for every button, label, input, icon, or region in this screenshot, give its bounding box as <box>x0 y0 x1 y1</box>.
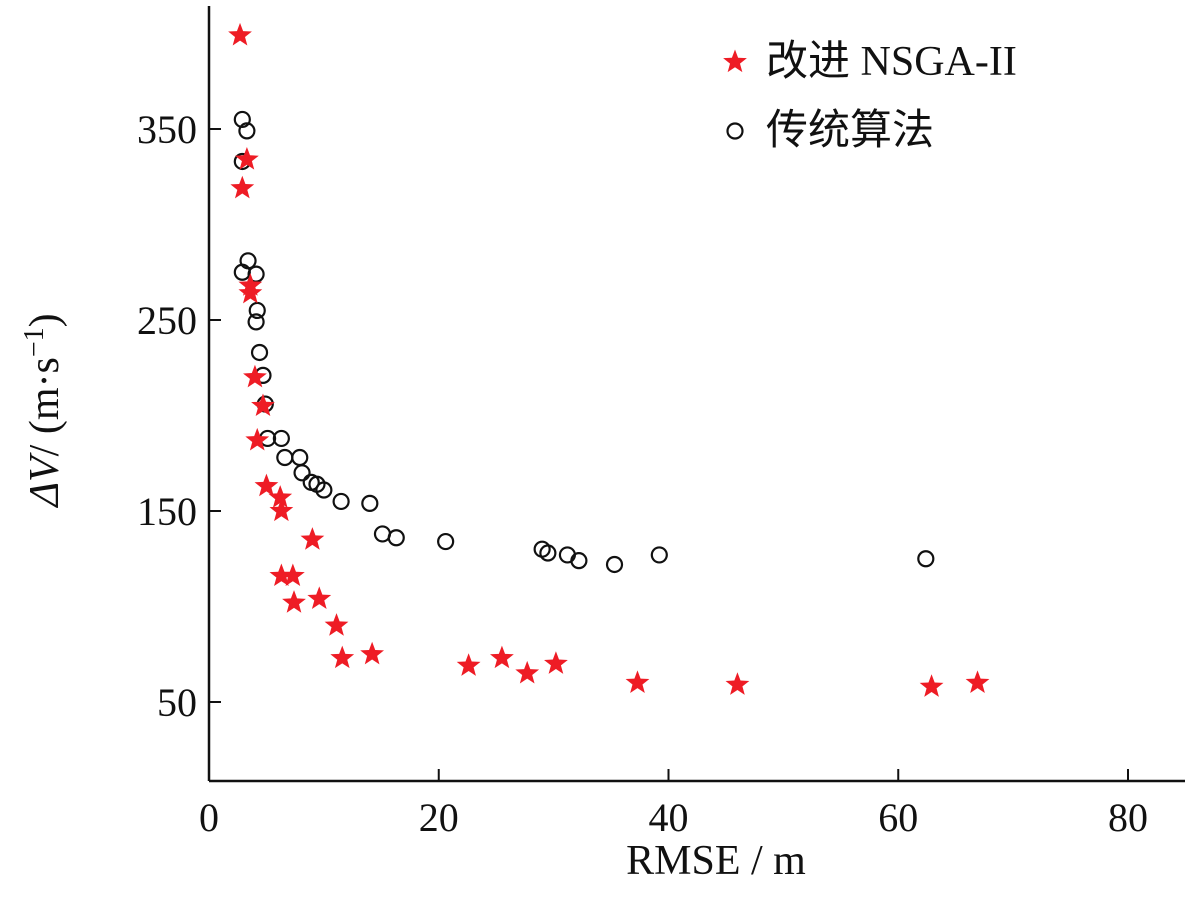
circle-point <box>437 532 455 551</box>
star-point <box>360 641 385 665</box>
star-point <box>330 645 355 669</box>
star-point <box>307 586 332 609</box>
circle-point <box>917 550 935 568</box>
x-tick-label: 20 <box>419 795 459 840</box>
legend: 改进 NSGA-II 传统算法 <box>723 39 1017 154</box>
circle-point <box>539 544 557 562</box>
y-tick-label: 350 <box>137 107 197 152</box>
legend-label-traditional: 传统算法 <box>766 108 934 154</box>
x-axis-title: RMSE / m <box>626 838 806 884</box>
circle-point <box>276 448 294 467</box>
star-point <box>456 653 481 676</box>
circle-point <box>250 343 269 362</box>
y-axis-unit: / (m·s <box>22 357 68 456</box>
circle-point <box>332 492 350 511</box>
x-tick-label: 40 <box>649 795 689 840</box>
star-point <box>245 427 270 451</box>
circle-point <box>233 110 251 129</box>
circle-point <box>315 481 333 499</box>
circle-point <box>361 494 379 512</box>
star-point <box>965 670 990 694</box>
circle-point <box>238 122 256 140</box>
x-tick-label: 0 <box>199 795 219 840</box>
legend-item-traditional: 传统算法 <box>726 108 934 154</box>
x-tick-label: 60 <box>878 795 918 840</box>
legend-star-marker <box>723 49 747 73</box>
y-axis-title: ΔV/ (m·s−1) <box>19 313 69 508</box>
circle-point <box>570 552 588 570</box>
star-point <box>251 393 275 417</box>
y-tick-label: 250 <box>137 298 197 343</box>
circle-point <box>650 546 668 564</box>
legend-label-improved: 改进 NSGA-II <box>766 39 1017 85</box>
star-point <box>254 473 279 497</box>
star-point <box>515 660 540 684</box>
x-tick-label: 80 <box>1108 795 1148 840</box>
star-point <box>324 613 349 636</box>
circle-point <box>247 313 265 331</box>
legend-circle-icon <box>726 122 744 140</box>
y-axis-exponent: −1 <box>19 327 50 357</box>
circle-point <box>605 555 624 574</box>
star-point <box>280 563 305 587</box>
star-point <box>235 147 259 170</box>
circle-point <box>387 529 405 547</box>
circle-point <box>373 525 392 543</box>
star-point <box>228 22 252 46</box>
circle-point <box>293 464 311 482</box>
ticks: 0 20 40 60 80 50 150 250 350 <box>137 107 1148 840</box>
star-point <box>544 651 568 674</box>
legend-circle-marker <box>726 122 744 140</box>
star-point <box>230 175 255 199</box>
data-points <box>228 22 990 697</box>
y-axis-close: ) <box>22 313 68 327</box>
star-point <box>625 670 650 694</box>
star-point <box>269 563 294 587</box>
star-point <box>725 672 750 695</box>
y-axis-symbol: ΔV <box>22 452 68 509</box>
legend-item-improved: 改进 NSGA-II <box>723 39 1017 85</box>
star-point <box>243 364 267 388</box>
y-tick-label: 50 <box>157 680 197 725</box>
star-point <box>919 674 944 697</box>
star-point <box>268 485 293 508</box>
star-point <box>282 590 306 613</box>
legend-star-icon <box>723 49 747 73</box>
star-point <box>300 527 325 550</box>
star-point <box>490 645 514 669</box>
circle-point <box>291 448 309 467</box>
star-point <box>238 280 263 304</box>
star-point <box>269 498 294 522</box>
circle-point <box>272 429 290 448</box>
axes <box>207 6 1185 783</box>
y-tick-label: 150 <box>137 489 197 534</box>
